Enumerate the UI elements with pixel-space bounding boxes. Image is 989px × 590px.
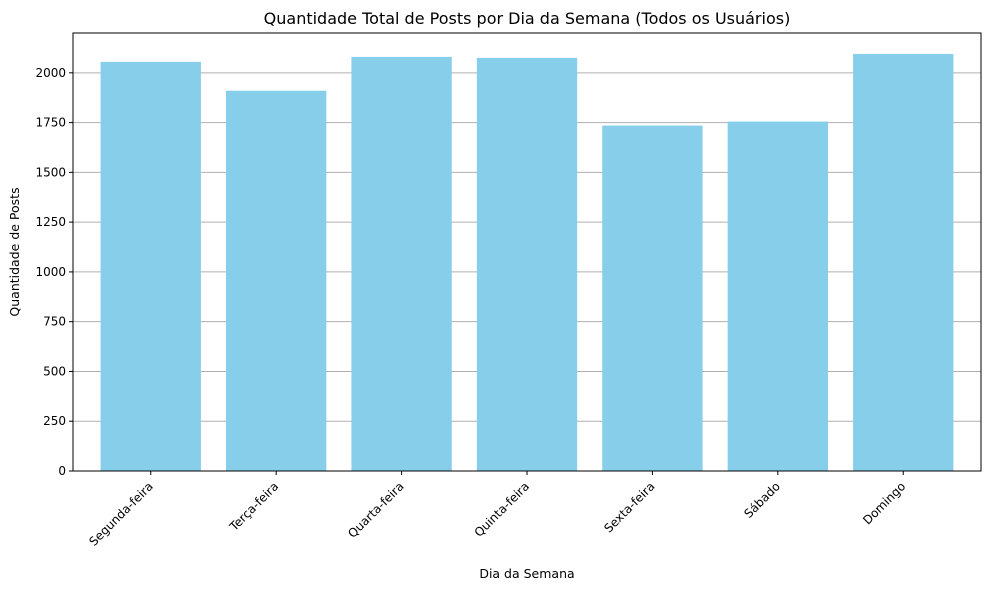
chart-title: Quantidade Total de Posts por Dia da Sem… xyxy=(264,9,791,28)
x-tick-label: Quarta-feira xyxy=(345,479,406,540)
bar xyxy=(727,121,828,471)
x-tick-label: Quinta-feira xyxy=(472,479,533,540)
bar xyxy=(853,53,954,472)
bar xyxy=(100,61,201,471)
x-tick-label: Terça-feira xyxy=(226,479,281,534)
y-tick-label: 1500 xyxy=(35,165,66,179)
y-tick-label: 1250 xyxy=(35,215,66,229)
x-tick-label: Segunda-feira xyxy=(86,479,156,549)
y-axis-label: Quantidade de Posts xyxy=(7,187,22,316)
y-tick-label: 250 xyxy=(43,414,66,428)
y-tick-label: 2000 xyxy=(35,66,66,80)
x-axis-ticks: Segunda-feira Terça-feira Quarta-feira Quin… xyxy=(86,471,908,549)
bar xyxy=(476,57,578,472)
x-tick-label: Sexta-feira xyxy=(601,479,657,535)
bar xyxy=(602,125,703,471)
x-tick-label: Domingo xyxy=(860,479,908,527)
y-tick-label: 500 xyxy=(43,364,66,378)
x-axis-label: Dia da Semana xyxy=(479,566,574,581)
bar xyxy=(226,90,327,472)
bar xyxy=(351,56,452,472)
y-axis-ticks: 0 250 500 750 1000 1250 1500 1750 2000 xyxy=(35,66,73,478)
bars xyxy=(100,53,954,472)
y-tick-label: 0 xyxy=(58,464,66,478)
y-tick-label: 1750 xyxy=(35,116,66,130)
x-tick-label: Sábado xyxy=(741,479,783,521)
y-tick-label: 1000 xyxy=(35,265,66,279)
y-tick-label: 750 xyxy=(43,315,66,329)
